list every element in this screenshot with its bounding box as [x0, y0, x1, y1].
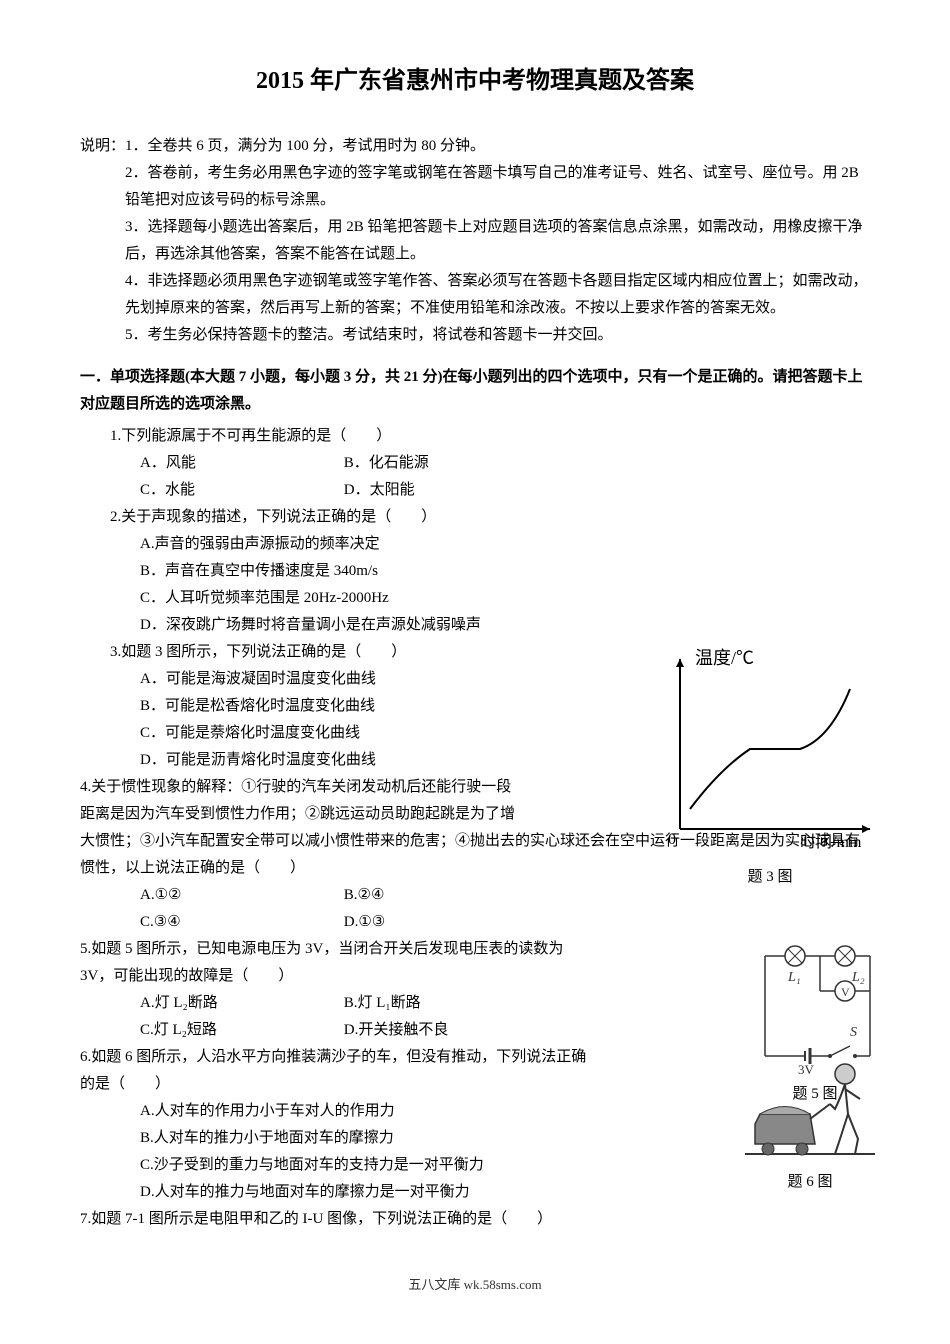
section-1-header: 一．单项选择题(本大题 7 小题，每小题 3 分，共 21 分)在每小题列出的四… — [80, 364, 870, 418]
figure-6: 题 6 图 — [740, 1044, 880, 1196]
instruction-2: 2．答卷前，考生务必用黑色字迹的签字笔或钢笔在答题卡填写自己的准考证号、姓名、试… — [80, 160, 870, 214]
q4-option-c: C.③④ — [140, 909, 340, 936]
question-1: 1.下列能源属于不可再生能源的是（ ） — [80, 423, 870, 450]
q4-option-a: A.①② — [140, 882, 340, 909]
figure-3-svg: 温度/℃ 0 时间/min — [640, 639, 890, 859]
figure-3: 温度/℃ 0 时间/min 题 3 图 — [640, 639, 900, 891]
fig5-l1: L₁ — [787, 970, 801, 985]
q4-options-row2: C.③④ D.①③ — [80, 909, 870, 936]
q7-stem: 7.如题 7-1 图所示是电阻甲和乙的 I-U 图像，下列说法正确的是（ ） — [80, 1206, 870, 1233]
q4-option-b: B.②④ — [344, 882, 385, 909]
q1-options-row1: A．风能 B．化石能源 — [80, 450, 870, 477]
question-6-block: 题 6 图 6.如题 6 图所示，人沿水平方向推装满沙子的车，但没有推动，下列说… — [80, 1044, 870, 1233]
q2-option-d: D．深夜跳广场舞时将音量调小是在声源处减弱噪声 — [80, 612, 870, 639]
figure-6-svg — [740, 1044, 880, 1164]
q1-options-row2: C．水能 D．太阳能 — [80, 477, 870, 504]
q5-option-d: D.开关接触不良 — [344, 1017, 449, 1044]
q2-option-a: A.声音的强弱由声源振动的频率决定 — [80, 531, 870, 558]
instructions-block: 说明：1．全卷共 6 页，满分为 100 分，考试用时为 80 分钟。 2．答卷… — [80, 133, 870, 349]
q2-option-b: B．声音在真空中传播速度是 340m/s — [80, 558, 870, 585]
fig5-v: V — [841, 985, 850, 999]
instruction-1: 说明：1．全卷共 6 页，满分为 100 分，考试用时为 80 分钟。 — [80, 133, 870, 160]
instruction-4: 4．非选择题必须用黑色字迹钢笔或签字笔作答、答案必须写在答题卡各题目指定区域内相… — [80, 268, 870, 322]
fig3-xlabel: 时间/min — [800, 833, 861, 851]
q1-option-a: A．风能 — [140, 450, 340, 477]
q5-option-b: B.灯 L₁断路 — [344, 990, 421, 1017]
question-3: 3.如题 3 图所示，下列说法正确的是（ ） — [80, 639, 870, 666]
question-2: 2.关于声现象的描述，下列说法正确的是（ ） — [80, 504, 870, 531]
figure-6-caption: 题 6 图 — [740, 1169, 880, 1196]
page-title: 2015 年广东省惠州市中考物理真题及答案 — [80, 60, 870, 103]
fig5-l2: L₂ — [851, 970, 865, 985]
question-7: 7.如题 7-1 图所示是电阻甲和乙的 I-U 图像，下列说法正确的是（ ） — [80, 1206, 870, 1233]
instruction-prefix: 说明： — [80, 138, 125, 154]
q2-stem: 2.关于声现象的描述，下列说法正确的是（ ） — [110, 504, 870, 531]
fig3-origin: 0 — [668, 831, 676, 848]
q5-option-c: C.灯 L₂短路 — [140, 1017, 340, 1044]
q4-option-d: D.①③ — [344, 909, 385, 936]
q1-option-c: C．水能 — [140, 477, 340, 504]
figure-3-caption: 题 3 图 — [640, 864, 900, 891]
instruction-3: 3．选择题每小题选出答案后，用 2B 铅笔把答题卡上对应题目选项的答案信息点涂黑… — [80, 214, 870, 268]
instruction-1-text: 1．全卷共 6 页，满分为 100 分，考试用时为 80 分钟。 — [125, 138, 485, 154]
question-3-block: 温度/℃ 0 时间/min 题 3 图 3.如题 3 图所示，下列说法正确的是（… — [80, 639, 870, 828]
q5-option-a: A.灯 L₂断路 — [140, 990, 340, 1017]
q1-option-d: D．太阳能 — [344, 477, 415, 504]
q2-option-c: C．人耳听觉频率范围是 20Hz-2000Hz — [80, 585, 870, 612]
q1-option-b: B．化石能源 — [344, 450, 429, 477]
q3-stem: 3.如题 3 图所示，下列说法正确的是（ ） — [110, 639, 870, 666]
instruction-5: 5．考生务必保持答题卡的整洁。考试结束时，将试卷和答题卡一并交回。 — [80, 322, 870, 349]
fig5-s: S — [850, 1025, 857, 1040]
q1-stem: 1.下列能源属于不可再生能源的是（ ） — [110, 423, 870, 450]
page-footer: 五八文库 wk.58sms.com — [80, 1273, 870, 1296]
question-5-block: V L₁ L₂ S 3V 题 5 图 5.如题 5 图所示，已知电源电压为 3V… — [80, 936, 870, 1044]
